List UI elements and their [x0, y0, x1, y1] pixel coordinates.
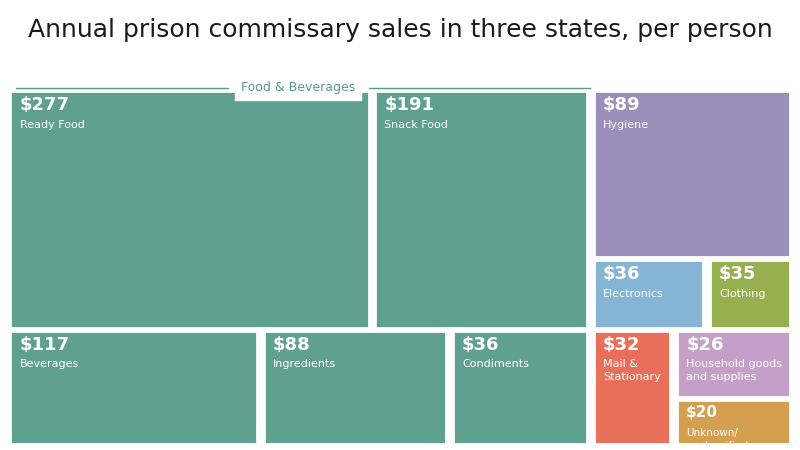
Text: Hygiene: Hygiene	[603, 120, 649, 130]
Text: $32: $32	[603, 336, 641, 354]
Text: Electronics: Electronics	[603, 289, 664, 299]
Text: Mail &
Stationary: Mail & Stationary	[603, 360, 661, 382]
Text: $26: $26	[686, 336, 724, 354]
Bar	[594, 260, 703, 328]
Bar	[677, 331, 790, 396]
Text: Annual prison commissary sales in three states, per person: Annual prison commissary sales in three …	[28, 18, 772, 42]
Bar	[10, 91, 369, 328]
Bar	[594, 331, 670, 444]
Bar	[677, 400, 790, 444]
Text: $20: $20	[686, 405, 718, 419]
Text: $191: $191	[384, 96, 434, 114]
Text: Beverages: Beverages	[20, 360, 79, 369]
Text: $36: $36	[462, 336, 499, 354]
Bar	[10, 331, 258, 444]
Text: $35: $35	[719, 265, 757, 283]
Text: Condiments: Condiments	[462, 360, 529, 369]
Text: $36: $36	[603, 265, 641, 283]
Text: $89: $89	[603, 96, 641, 114]
Text: Household goods
and supplies: Household goods and supplies	[686, 360, 782, 382]
Bar	[375, 91, 587, 328]
Bar	[263, 331, 446, 444]
Text: Ready Food: Ready Food	[20, 120, 85, 130]
Text: Unknown/
unclassified: Unknown/ unclassified	[686, 428, 748, 450]
Bar	[594, 91, 790, 257]
Bar	[453, 331, 587, 444]
Text: Food & Beverages: Food & Beverages	[241, 81, 355, 94]
Text: $277: $277	[20, 96, 70, 114]
Text: Ingredients: Ingredients	[273, 360, 336, 369]
Text: $88: $88	[273, 336, 310, 354]
Bar	[710, 260, 790, 328]
Text: Clothing: Clothing	[719, 289, 766, 299]
Text: $117: $117	[20, 336, 70, 354]
Text: Snack Food: Snack Food	[384, 120, 448, 130]
